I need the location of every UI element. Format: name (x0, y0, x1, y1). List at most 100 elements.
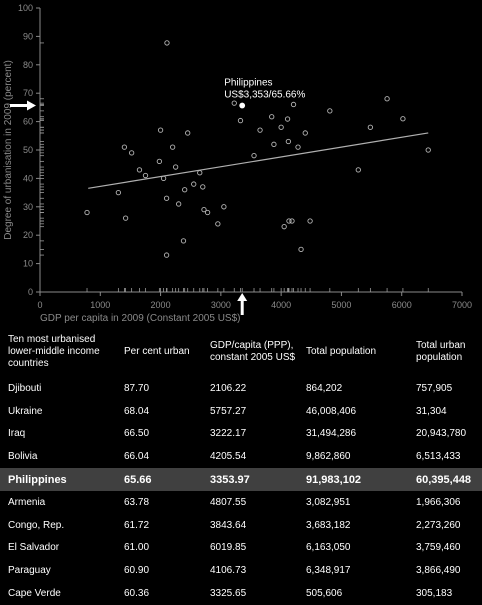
data-point (295, 144, 301, 150)
data-points (84, 40, 431, 258)
data-point (182, 187, 188, 193)
cell-total-urban-population: 20,943,780 (416, 428, 467, 440)
y-tick-label: 60 (23, 117, 33, 127)
x-tick-label: 6000 (392, 300, 412, 310)
cell-gdp-capita: 6019.85 (210, 542, 247, 554)
cell-per-cent-urban: 68.04 (124, 405, 150, 417)
data-point (172, 164, 179, 170)
data-point (425, 147, 431, 153)
cell-total-urban-population: 3,759,460 (416, 542, 461, 554)
data-point (201, 206, 207, 213)
x-tick-label: 3000 (211, 300, 231, 310)
header-total-urban-population: Total urban population (416, 340, 466, 363)
data-point (302, 130, 308, 136)
x-tick-label: 4000 (271, 300, 291, 310)
highlighted-point (239, 102, 246, 109)
cell-country: Congo, Rep. (8, 519, 65, 531)
data-point (121, 144, 128, 150)
y-arrow-head (27, 100, 36, 111)
table-row: Armenia 63.78 4807.55 3,082,951 1,966,306 (0, 491, 482, 514)
data-point (257, 127, 263, 133)
y-tick-label: 0 (28, 287, 33, 297)
data-point (269, 114, 275, 120)
y-axis-label: Degree of urbanisation in 2009 (percent) (3, 60, 14, 240)
cell-per-cent-urban: 87.70 (124, 382, 150, 394)
table-row: Paraguay 60.90 4106.73 6,348,917 3,866,490 (0, 559, 482, 582)
cell-per-cent-urban: 63.78 (124, 496, 150, 508)
data-point (191, 181, 197, 187)
cell-total-population: 9,862,860 (306, 451, 351, 463)
cell-gdp-capita: 3353.97 (202, 468, 298, 491)
table-row: Bolivia 66.04 4205.54 9,862,860 6,513,433 (0, 445, 482, 468)
axes: GDP per capita in 2009 (Constant 2005 US… (3, 8, 462, 324)
cell-country: Ukraine (8, 405, 43, 417)
data-point (221, 204, 227, 210)
data-table: Ten most urbanised lower-middle income c… (0, 327, 482, 605)
data-point (231, 100, 237, 106)
data-point (176, 201, 182, 207)
cell-total-urban-population: 3,866,490 (416, 565, 461, 577)
cell-total-urban-population: 305,183 (416, 588, 453, 600)
y-tick-label: 70 (23, 88, 33, 98)
cell-total-population: 91,983,102 (298, 468, 408, 491)
cell-total-urban-population: 31,304 (416, 405, 447, 417)
scatter-chart: GDP per capita in 2009 (Constant 2005 US… (3, 3, 472, 324)
data-point (251, 153, 257, 159)
cell-per-cent-urban: 65.66 (116, 468, 202, 491)
cell-country: Iraq (8, 428, 26, 440)
cell-gdp-capita: 2106.22 (210, 382, 247, 394)
header-per-cent-urban: Per cent urban (124, 346, 190, 357)
x-tick-label: 1000 (90, 300, 110, 310)
data-point (136, 167, 143, 173)
cell-per-cent-urban: 60.36 (124, 588, 150, 600)
cell-country: El Salvador (8, 542, 60, 554)
x-tick-label: 0 (37, 300, 42, 310)
cell-gdp-capita: 4205.54 (210, 451, 247, 463)
y-tick-label: 30 (23, 202, 33, 212)
data-point (298, 246, 304, 253)
cell-gdp-capita: 5757.27 (210, 405, 247, 417)
data-point (142, 172, 149, 179)
data-point (271, 141, 277, 147)
data-point (290, 101, 297, 108)
table-row: Ukraine 68.04 5757.27 46,008,406 31,304 (0, 400, 482, 423)
cell-total-urban-population: 6,513,433 (416, 451, 461, 463)
table-row: Djibouti 87.70 2106.22 864,202 757,905 (0, 377, 482, 400)
data-point (285, 138, 292, 145)
table-row: Cape Verde 60.36 3325.65 505,606 305,183 (0, 582, 482, 605)
data-point (355, 167, 361, 173)
cell-total-population: 3,082,951 (306, 496, 351, 508)
data-point (278, 124, 284, 130)
data-point (163, 252, 170, 258)
data-point (307, 218, 313, 224)
data-point (163, 195, 170, 201)
cell-per-cent-urban: 61.72 (124, 519, 150, 531)
cell-gdp-capita: 3222.17 (210, 428, 247, 440)
cell-total-urban-population: 60,395,448 (408, 468, 482, 491)
cell-total-population: 31,494,286 (306, 428, 357, 440)
cell-country: Paraguay (8, 565, 51, 577)
data-point (180, 238, 187, 244)
cell-per-cent-urban: 66.04 (124, 451, 150, 463)
data-point (327, 108, 333, 114)
table-header-row: Ten most urbanised lower-middle income c… (0, 327, 482, 377)
cell-per-cent-urban: 66.50 (124, 428, 150, 440)
data-point (215, 221, 221, 227)
data-point (284, 116, 291, 122)
cell-total-population: 505,606 (306, 588, 343, 600)
y-tick-label: 20 (23, 230, 33, 240)
table-row: Iraq 66.50 3222.17 31,494,286 20,943,780 (0, 423, 482, 446)
y-tick-label: 40 (23, 173, 33, 183)
cell-country: Armenia (8, 496, 46, 508)
cell-gdp-capita: 4807.55 (210, 496, 247, 508)
data-point (157, 127, 164, 133)
annotation-value: US$3,353/65.66% (224, 90, 305, 101)
x-arrow-head (237, 293, 248, 301)
y-tick-label: 50 (23, 145, 33, 155)
annotation-title: Philippines (224, 78, 272, 89)
data-point (197, 170, 203, 176)
data-point (400, 116, 406, 122)
data-point (156, 158, 163, 165)
x-tick-label: 2000 (151, 300, 171, 310)
cell-country: Cape Verde (8, 588, 61, 600)
